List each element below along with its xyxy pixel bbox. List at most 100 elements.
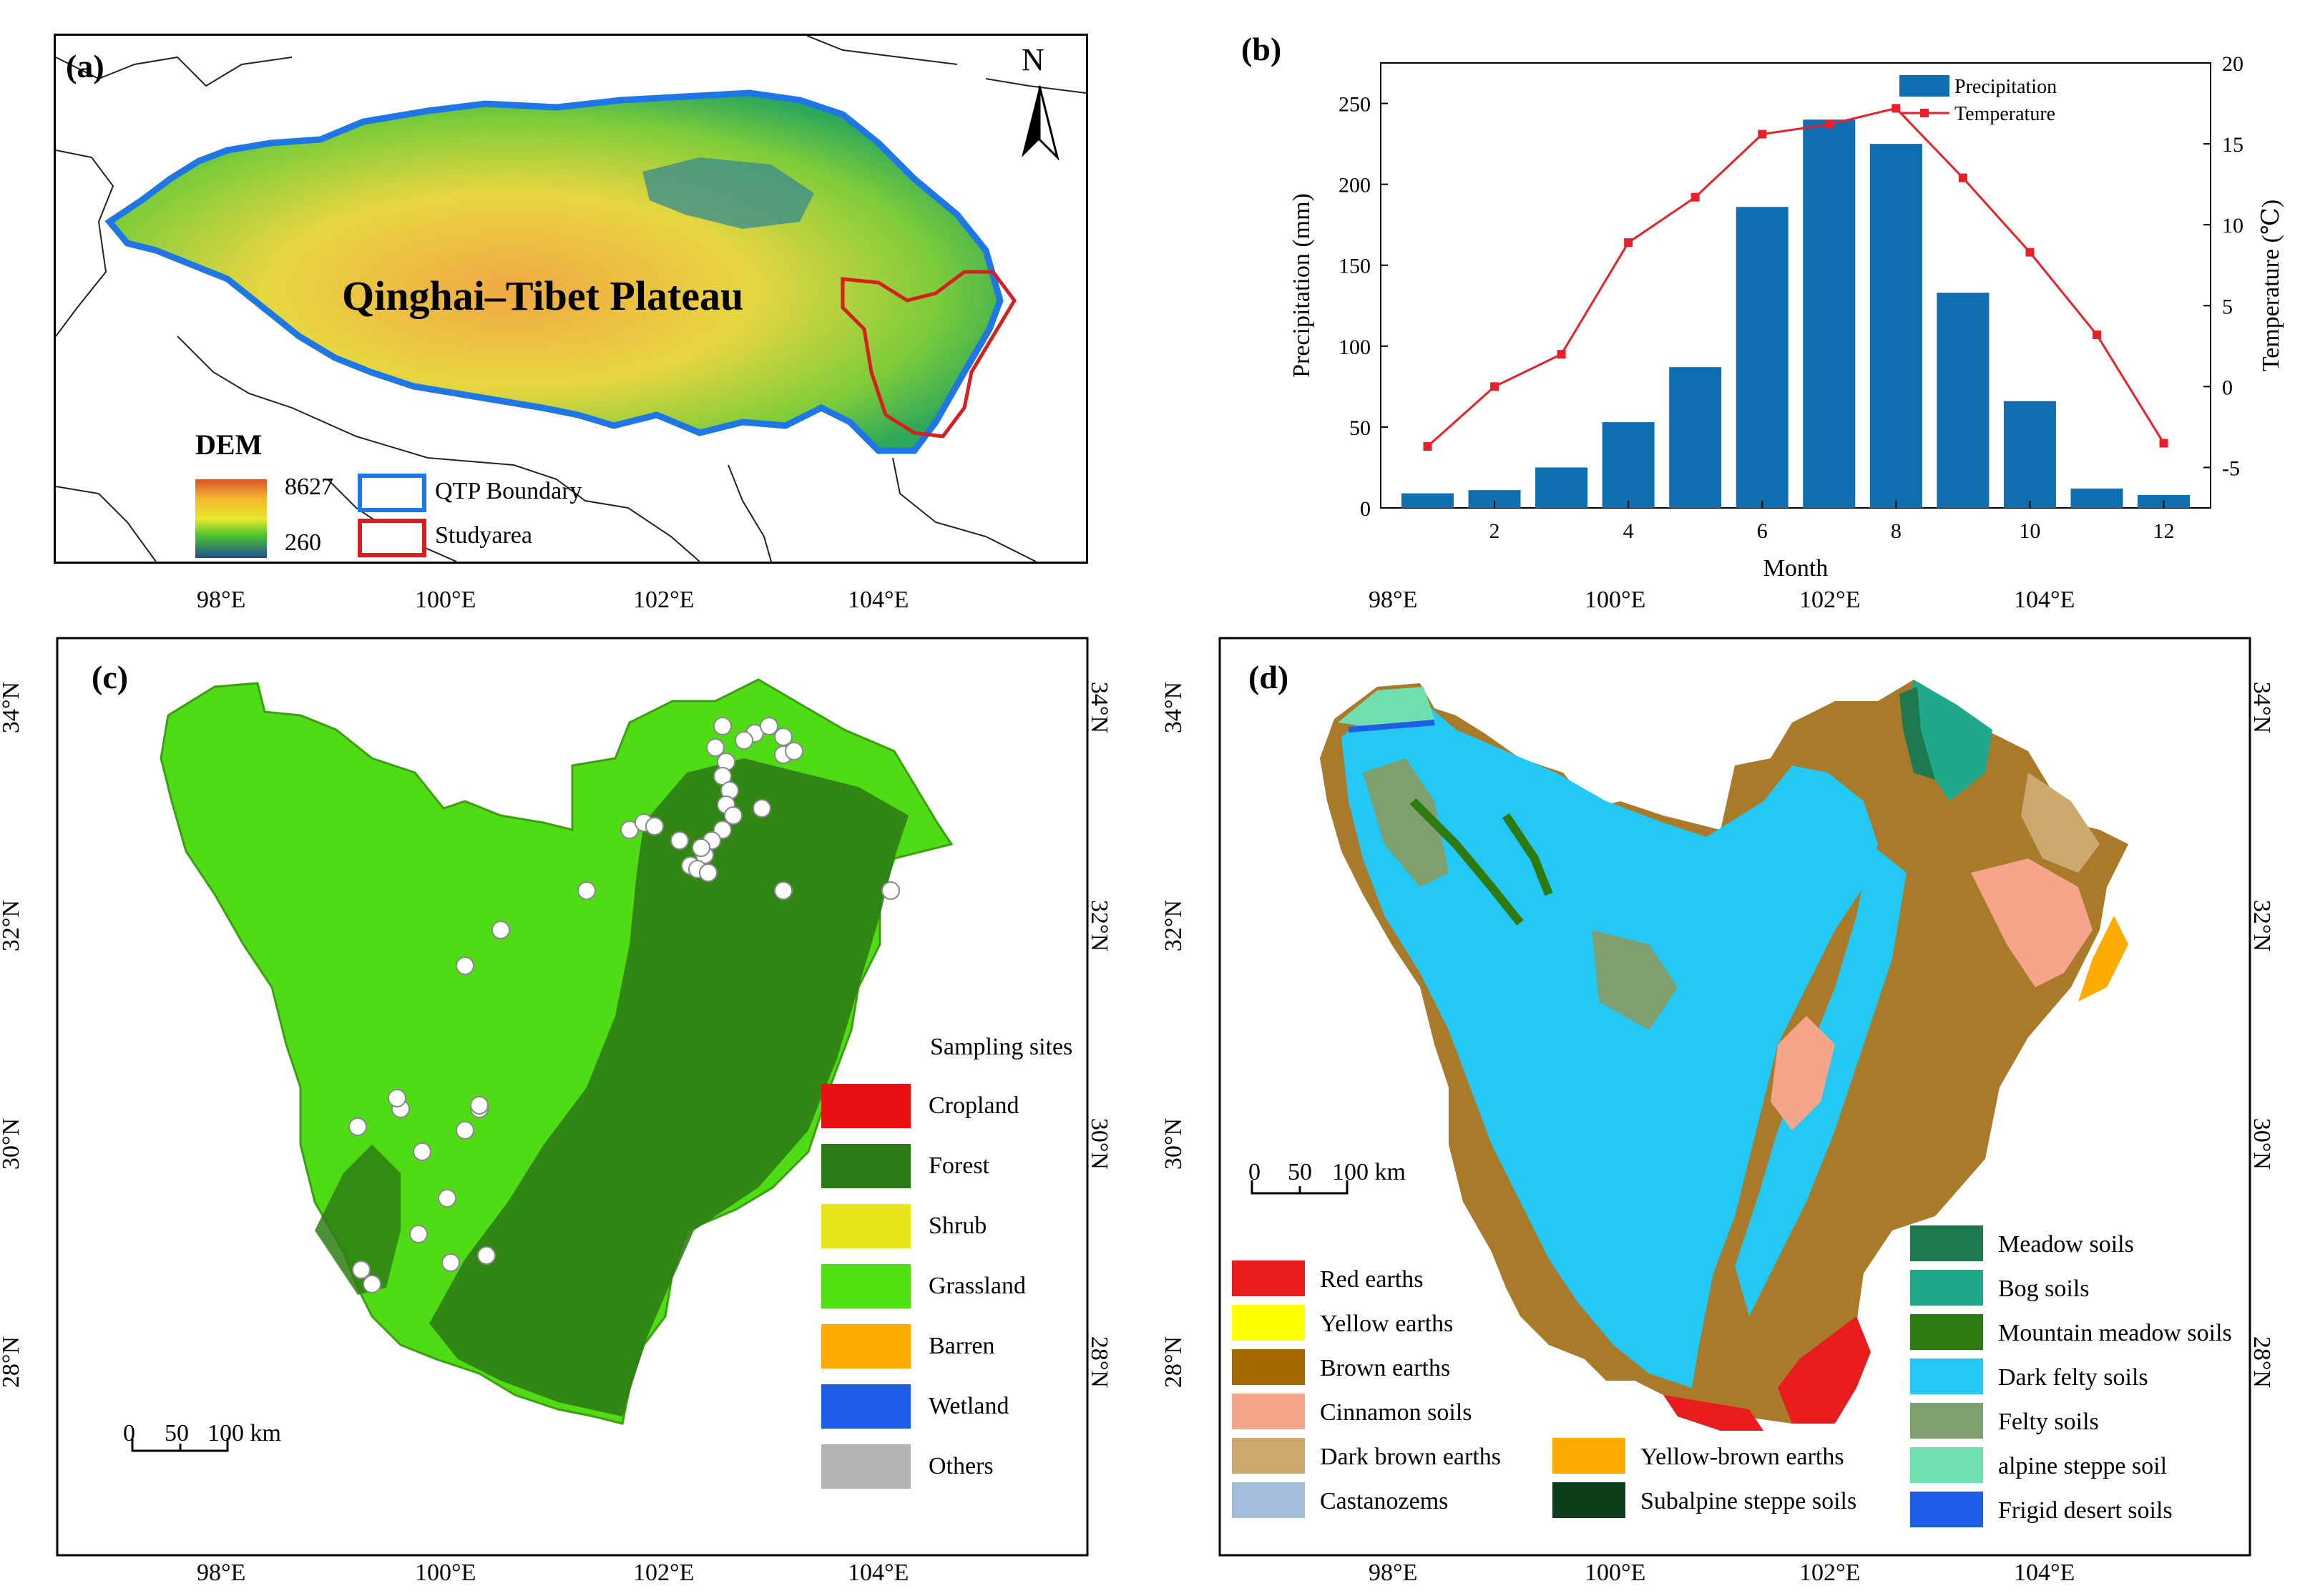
- felty-region: [1363, 758, 1449, 887]
- panel-c: (c) Sampling sites 0 50 100 km Cropland F…: [0, 587, 1145, 1592]
- sampling-site-marker: [456, 1121, 474, 1140]
- sampling-site-marker: [456, 956, 474, 975]
- scale-bar-d: [1251, 1180, 1349, 1195]
- d-lat-tick-1: 34°N: [1160, 681, 1188, 734]
- dem-min: 260: [285, 529, 321, 556]
- sampling-site-marker: [441, 1253, 460, 1272]
- temp-point: [1690, 192, 1700, 202]
- landcover-legend: [821, 1084, 911, 1489]
- c-lat-tick-1: 34°N: [0, 681, 25, 734]
- soil-legend-label: Subalpine steppe soils: [1640, 1488, 1857, 1514]
- d-lat-tick-2: 32°N: [1160, 899, 1188, 952]
- soil-swatch: [1910, 1447, 1983, 1483]
- temp-point: [1758, 129, 1767, 139]
- yellow-brown-region: [2078, 916, 2128, 1002]
- sampling-sites: [348, 717, 900, 1293]
- sampling-site-marker: [760, 717, 778, 735]
- scale-c-end: 100 km: [207, 1420, 281, 1446]
- soil-swatch: [1910, 1492, 1983, 1527]
- sampling-site-marker: [735, 731, 753, 750]
- d-lat-tick-r1: 34°N: [2248, 681, 2276, 734]
- soil-legend-label: Felty soils: [1998, 1409, 2099, 1435]
- c-lon-tick-b3: 102°E: [633, 1560, 695, 1586]
- landcover-swatch: [821, 1444, 911, 1489]
- sampling-site-marker: [491, 921, 510, 939]
- alpine-steppe-region: [1338, 687, 1434, 730]
- precip-bar: [1803, 119, 1856, 508]
- dem-colorbar: [195, 479, 267, 558]
- panel-d-label: (d): [1248, 659, 1289, 695]
- panel-d: (d) 0 50 100 km Red earths Yellow earths B…: [1148, 587, 2300, 1592]
- soil-legend-label: Bog soils: [1998, 1276, 2090, 1302]
- c-lat-tick-r3: 30°N: [1086, 1117, 1113, 1170]
- sampling-site-marker: [670, 831, 689, 850]
- precip-bar: [2003, 401, 2056, 508]
- landcover-legend-label: Cropland: [929, 1092, 1019, 1119]
- sampling-site-marker: [470, 1096, 489, 1115]
- legend-study-label: Studyarea: [435, 522, 532, 549]
- sampling-site-marker: [352, 1260, 371, 1279]
- c-lon-tick-1: 98°E: [197, 587, 246, 613]
- sampling-site-marker: [477, 1246, 496, 1265]
- scale-d-zero: 0: [1248, 1159, 1261, 1185]
- sampling-site-marker: [348, 1117, 367, 1136]
- soil-swatch: [1552, 1438, 1625, 1474]
- temp-point: [2159, 439, 2168, 448]
- soil-swatch: [1910, 1225, 1983, 1261]
- soil-swatch: [1232, 1349, 1305, 1385]
- soil-legend-label: Yellow earths: [1320, 1311, 1454, 1337]
- x-tick-label: 10: [2019, 519, 2040, 543]
- soil-swatch: [1910, 1314, 1983, 1350]
- bog-region: [1907, 680, 1992, 801]
- landcover-swatch: [821, 1084, 911, 1128]
- sampling-site-marker: [774, 728, 793, 746]
- sampling-legend-label: Sampling sites: [930, 1034, 1073, 1060]
- landcover-legend-label: Forest: [929, 1152, 989, 1179]
- x-tick-label: 2: [1489, 519, 1500, 543]
- dark-brown-region: [2021, 773, 2100, 873]
- soil-swatch: [1910, 1358, 1983, 1394]
- soil-swatch: [1552, 1482, 1625, 1518]
- scale-d-mid: 50: [1288, 1159, 1312, 1185]
- legend-temp-marker: [1920, 109, 1929, 117]
- sampling-site-marker: [699, 863, 718, 882]
- mountain-meadow-1: [1409, 798, 1524, 926]
- dem-max: 8627: [285, 474, 333, 500]
- d-lat-tick-r3: 30°N: [2248, 1117, 2276, 1170]
- north-label: N: [1022, 42, 1044, 77]
- c-lat-tick-3: 30°N: [0, 1117, 25, 1170]
- cinnamon-region: [1971, 858, 2093, 987]
- d-lon-tick-3: 102°E: [1799, 587, 1861, 613]
- landcover-swatch: [821, 1204, 911, 1248]
- c-lon-tick-b4: 104°E: [848, 1560, 909, 1586]
- legend-qtp-label: QTP Boundary: [435, 478, 582, 504]
- soil-swatch: [1910, 1403, 1983, 1439]
- c-lon-tick-b1: 98°E: [197, 1560, 246, 1586]
- sampling-site-marker: [409, 1225, 428, 1243]
- y-right-axis-label: Temperature (℃): [2258, 200, 2284, 371]
- d-lat-tick-4: 28°N: [1160, 1336, 1188, 1389]
- c-lon-tick-2: 100°E: [415, 587, 476, 613]
- y-left-tick-label: 250: [1339, 93, 1371, 117]
- y-left-axis-label: Precipitation (mm): [1288, 193, 1315, 378]
- c-lon-tick-b2: 100°E: [415, 1560, 476, 1586]
- soil-swatch: [1232, 1394, 1305, 1429]
- sampling-site-marker: [692, 838, 710, 857]
- sampling-site-marker: [753, 799, 771, 818]
- temp-point: [1423, 442, 1432, 451]
- soil-legend-label: Meadow soils: [1998, 1231, 2134, 1258]
- sampling-site-marker: [713, 717, 732, 735]
- soil-legend-label: Dark felty soils: [1998, 1364, 2148, 1391]
- d-lon-tick-b4: 104°E: [2014, 1560, 2075, 1586]
- y-right-tick-label: 5: [2222, 295, 2233, 318]
- forest-region: [429, 758, 909, 1416]
- precip-bar: [2070, 488, 2123, 508]
- sampling-site-marker: [438, 1189, 456, 1208]
- temp-point: [2025, 248, 2035, 257]
- temp-point: [1824, 119, 1834, 129]
- y-right-tick-label: 0: [2222, 376, 2233, 399]
- study-area-boundary: [841, 270, 1017, 439]
- soil-swatch: [1232, 1260, 1305, 1296]
- precip-bar: [1736, 207, 1788, 508]
- y-left-tick-label: 150: [1339, 255, 1371, 278]
